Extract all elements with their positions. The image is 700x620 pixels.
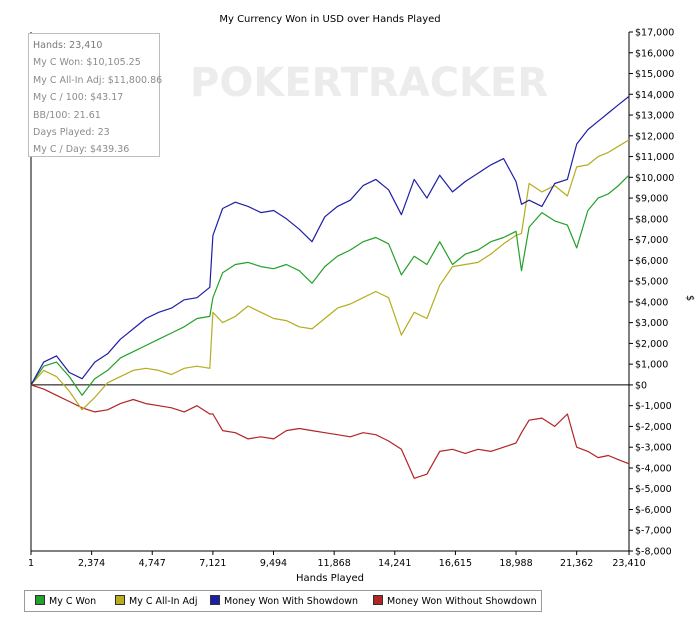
legend-swatch (115, 595, 125, 605)
legend-swatch (373, 595, 383, 605)
legend-label: My C Won (49, 596, 97, 607)
legend-label: Money Won Without Showdown (387, 596, 537, 607)
x-tick-label: 21,362 (560, 558, 593, 569)
x-tick-label: 11,868 (318, 558, 351, 569)
x-tick-label: 16,615 (439, 558, 472, 569)
y-tick-label: $17,000 (635, 28, 674, 39)
stat-per-day: My C / Day: $439.36 (33, 144, 130, 156)
y-tick-label: $-2,000 (635, 422, 672, 433)
x-axis: 1 2,374 4,747 7,121 9,494 11,868 14,241 16,615 1… (28, 550, 646, 569)
stat-per-100: My C / 100: $43.17 (33, 92, 124, 104)
y-tick-label: $15,000 (635, 69, 674, 80)
series-lines (30, 95, 630, 479)
series-line-money-won-without-showdown (30, 384, 630, 479)
y-tick-label: $13,000 (635, 111, 674, 122)
stat-days-played: Days Played: 23 (33, 127, 110, 139)
x-tick-label: 7,121 (199, 558, 226, 569)
stat-bb-100: BB/100: 21.61 (33, 109, 101, 121)
y-tick-label: $4,000 (635, 297, 668, 308)
y-tick-label: $7,000 (635, 235, 668, 246)
x-tick-label: 4,747 (139, 558, 166, 569)
legend-swatch (210, 595, 220, 605)
y-axis-label: $ (684, 295, 695, 301)
y-tick-label: $-6,000 (635, 505, 672, 516)
legend-label: My C All-In Adj (129, 596, 198, 607)
y-tick-label: $9,000 (635, 194, 668, 205)
series-line-my-c-won (30, 174, 630, 396)
legend-item-my-c-all-in-adj: My C All-In Adj (115, 595, 198, 607)
chart-legend: My C Won My C All-In Adj Money Won With … (24, 590, 542, 612)
series-line-money-won-with-showdown (30, 95, 630, 386)
y-tick-label: $-3,000 (635, 443, 672, 454)
x-tick-label: 9,494 (260, 558, 287, 569)
y-tick-label: $-7,000 (635, 526, 672, 537)
y-tick-label: $-4,000 (635, 463, 672, 474)
x-tick-label: 1 (28, 558, 34, 569)
y-tick-label: $10,000 (635, 173, 674, 184)
legend-item-money-won-with-showdown: Money Won With Showdown (210, 595, 358, 607)
x-tick-label: 18,988 (499, 558, 532, 569)
y-tick-label: $8,000 (635, 214, 668, 225)
y-axis: $-8,000 $-7,000 $-6,000 $-5,000 $-4,000 $-3,0… (30, 28, 674, 558)
y-tick-label: $-5,000 (635, 484, 672, 495)
series-line-my-c-all-in-adj (30, 139, 630, 411)
y-tick-label: $16,000 (635, 48, 674, 59)
y-tick-label: $0 (635, 380, 647, 391)
pokertracker-watermark: POKERTRACKER (190, 60, 548, 106)
y-tick-label: $12,000 (635, 131, 674, 142)
x-tick-label: 23,410 (612, 558, 645, 569)
stat-won: My C Won: $10,105.25 (33, 57, 141, 69)
y-tick-label: $5,000 (635, 277, 668, 288)
stat-hands: Hands: 23,410 (33, 40, 103, 51)
stats-box: Hands: 23,410 My C Won: $10,105.25 My C … (28, 33, 163, 157)
y-tick-label: $11,000 (635, 152, 674, 163)
legend-item-money-won-without-showdown: Money Won Without Showdown (373, 595, 537, 607)
y-tick-label: $-8,000 (635, 547, 672, 558)
svg-text:POKERTRACKER: POKERTRACKER (190, 60, 548, 106)
y-tick-label: $3,000 (635, 318, 668, 329)
chart-title: My Currency Won in USD over Hands Played (219, 14, 440, 25)
y-tick-label: $2,000 (635, 339, 668, 350)
x-axis-label: Hands Played (296, 573, 364, 584)
y-tick-label: $14,000 (635, 90, 674, 101)
y-tick-label: $-1,000 (635, 401, 672, 412)
legend-swatch (35, 595, 45, 605)
x-tick-label: 14,241 (378, 558, 411, 569)
y-tick-label: $6,000 (635, 256, 668, 267)
legend-label: Money Won With Showdown (224, 596, 359, 607)
y-tick-label: $1,000 (635, 360, 668, 371)
x-tick-label: 2,374 (78, 558, 105, 569)
stat-allin-adj: My C All-In Adj: $11,800.86 (33, 74, 163, 86)
legend-item-my-c-won: My C Won (35, 595, 96, 607)
